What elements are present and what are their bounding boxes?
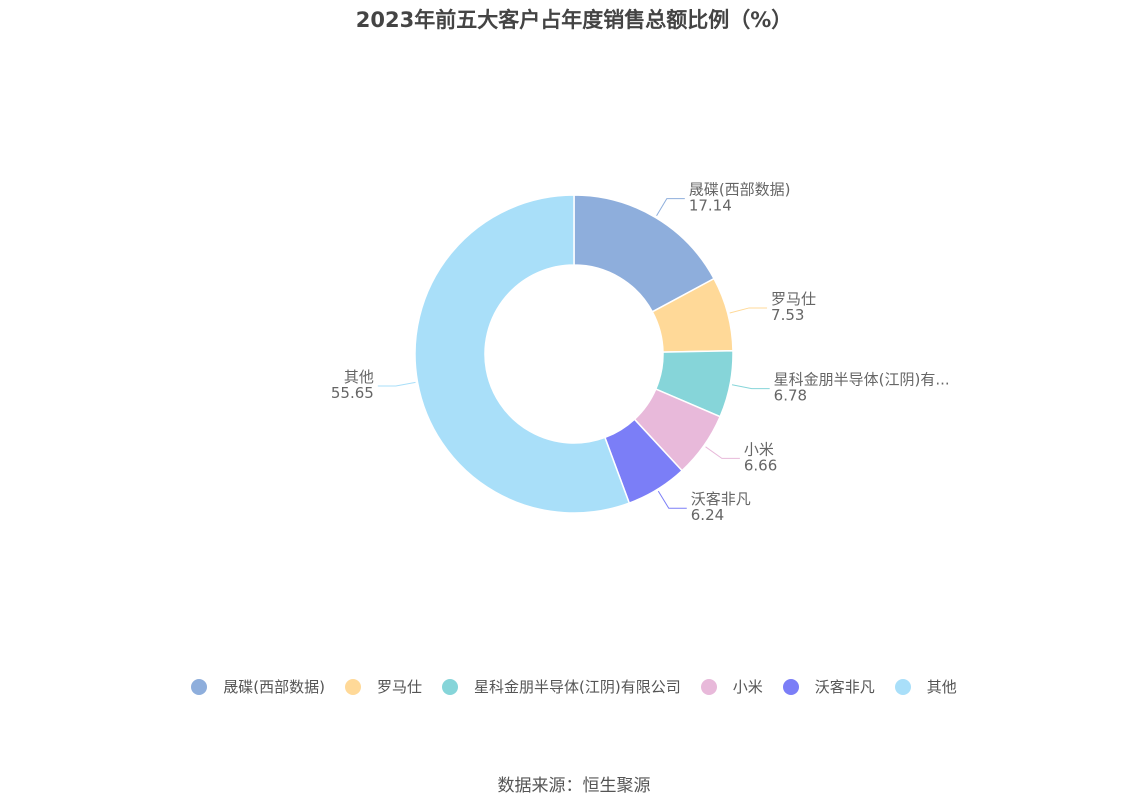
leader-line (705, 446, 740, 459)
legend-item[interactable]: 星科金朋半导体(江阴)有限公司 (441, 676, 681, 697)
slice-value-label: 6.78 (774, 387, 807, 405)
pie-slice[interactable] (414, 194, 631, 514)
legend-label: 小米 (732, 678, 763, 696)
legend-marker (700, 678, 717, 695)
legend-item[interactable]: 晟碟(西部数据) (191, 676, 325, 697)
legend: 晟碟(西部数据) 罗马仕 星科金朋半导体(江阴)有限公司 小米 沃客非凡 其他 (0, 676, 1148, 697)
slice-label: 沃客非凡 (691, 490, 751, 508)
slice-value-label: 55.65 (331, 384, 374, 402)
legend-label: 晟碟(西部数据) (223, 678, 325, 696)
slice-label: 小米 (744, 440, 774, 458)
slice-value-label: 6.66 (744, 456, 777, 474)
legend-label: 星科金朋半导体(江阴)有限公司 (473, 678, 681, 696)
legend-marker (894, 678, 911, 695)
leader-line (377, 381, 416, 387)
slice-value-label: 7.53 (771, 306, 804, 324)
chart-title: 2023年前五大客户占年度销售总额比例（%） (355, 8, 793, 32)
legend-item[interactable]: 小米 (700, 676, 763, 697)
legend-item[interactable]: 沃客非凡 (782, 676, 875, 697)
legend-marker (782, 678, 799, 695)
legend-marker (191, 678, 208, 695)
slice-label: 星科金朋半导体(江阴)有... (774, 371, 950, 389)
legend-marker (344, 678, 361, 695)
slice-label: 晟碟(西部数据) (689, 181, 791, 199)
legend-label: 沃客非凡 (814, 678, 875, 696)
legend-item[interactable]: 罗马仕 (344, 676, 422, 697)
legend-item[interactable]: 其他 (894, 676, 957, 697)
leader-line (731, 384, 770, 390)
slice-label: 其他 (344, 368, 374, 386)
slice-value-label: 17.14 (689, 197, 732, 215)
data-source: 数据来源：恒生聚源 (497, 776, 651, 796)
leader-line (729, 307, 768, 314)
slice-label: 罗马仕 (771, 290, 816, 308)
slice-value-label: 6.24 (691, 506, 724, 524)
leader-line (656, 198, 685, 217)
legend-label: 其他 (926, 678, 957, 696)
leader-line (657, 490, 687, 509)
legend-label: 罗马仕 (376, 678, 422, 696)
legend-marker (441, 678, 458, 695)
